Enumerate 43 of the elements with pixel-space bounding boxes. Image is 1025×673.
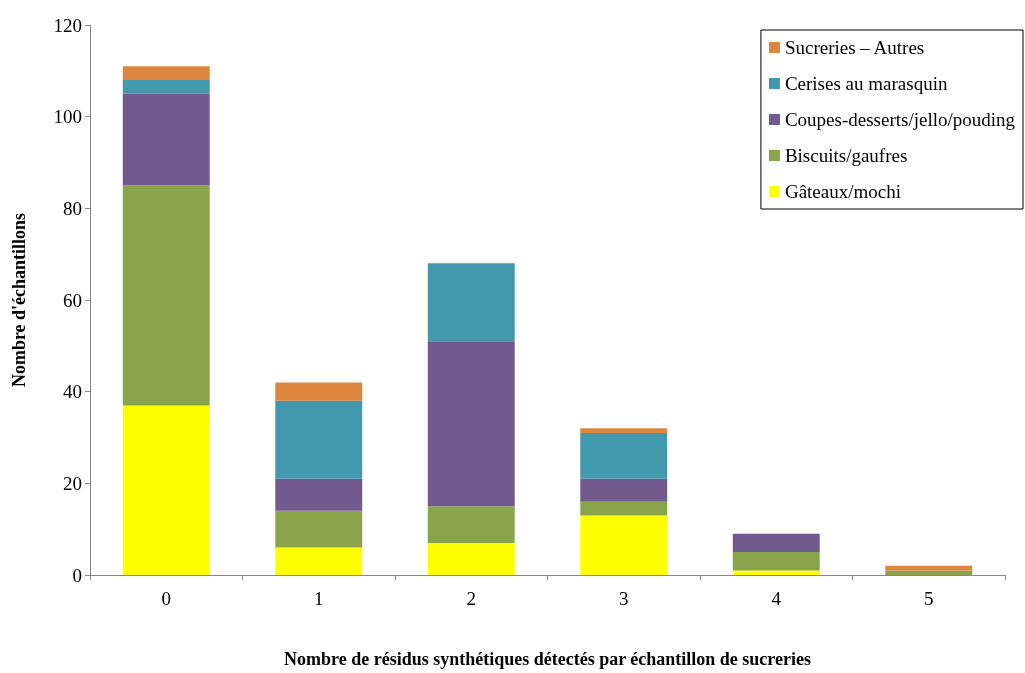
- bar: [122, 185, 210, 406]
- y-tick-label: 0: [72, 564, 82, 586]
- x-tick-label: 4: [771, 588, 782, 609]
- bar: [275, 478, 363, 511]
- bar: [580, 432, 668, 479]
- bar: [122, 405, 210, 575]
- x-tick-label: 2: [466, 588, 476, 609]
- bar: [580, 501, 668, 516]
- y-tick-label: 80: [63, 197, 82, 219]
- bar: [122, 80, 210, 94]
- bar: [427, 506, 515, 543]
- legend-label: Biscuits/gaufres: [784, 145, 908, 166]
- x-tick-label: 0: [161, 588, 171, 609]
- bar: [732, 533, 820, 553]
- x-tick-label: 5: [924, 588, 934, 609]
- y-tick-label: 20: [63, 472, 82, 494]
- bar: [732, 552, 820, 571]
- bar: [580, 515, 668, 575]
- bar: [275, 400, 363, 479]
- y-tick-label: 60: [63, 289, 82, 311]
- legend-label: Coupes-desserts/jello/pouding: [784, 109, 1016, 130]
- bar: [275, 547, 363, 575]
- bar: [427, 542, 515, 575]
- y-tick-label: 100: [53, 106, 82, 128]
- legend-label: Cerises au marasquin: [784, 73, 948, 94]
- bar: [732, 570, 820, 575]
- bar: [885, 570, 973, 575]
- bar: [275, 382, 363, 401]
- y-axis-title: Nombre d'échantillons: [9, 212, 29, 388]
- bar: [580, 428, 668, 433]
- bar: [122, 93, 210, 186]
- bar: [122, 66, 210, 80]
- x-axis-title: Nombre de résidus synthétiques détectés par échantillon de sucreries: [284, 649, 811, 669]
- bar: [427, 341, 515, 507]
- y-tick-label: 40: [63, 381, 82, 403]
- x-tick-label: 1: [314, 588, 324, 609]
- bar: [275, 510, 363, 548]
- y-tick-label: 120: [53, 14, 82, 36]
- bar: [427, 263, 515, 342]
- legend-label: Gâteaux/mochi: [784, 181, 901, 202]
- bar: [580, 478, 668, 502]
- x-tick-label: 3: [619, 588, 629, 609]
- legend-label: Sucreries – Autres: [784, 37, 925, 58]
